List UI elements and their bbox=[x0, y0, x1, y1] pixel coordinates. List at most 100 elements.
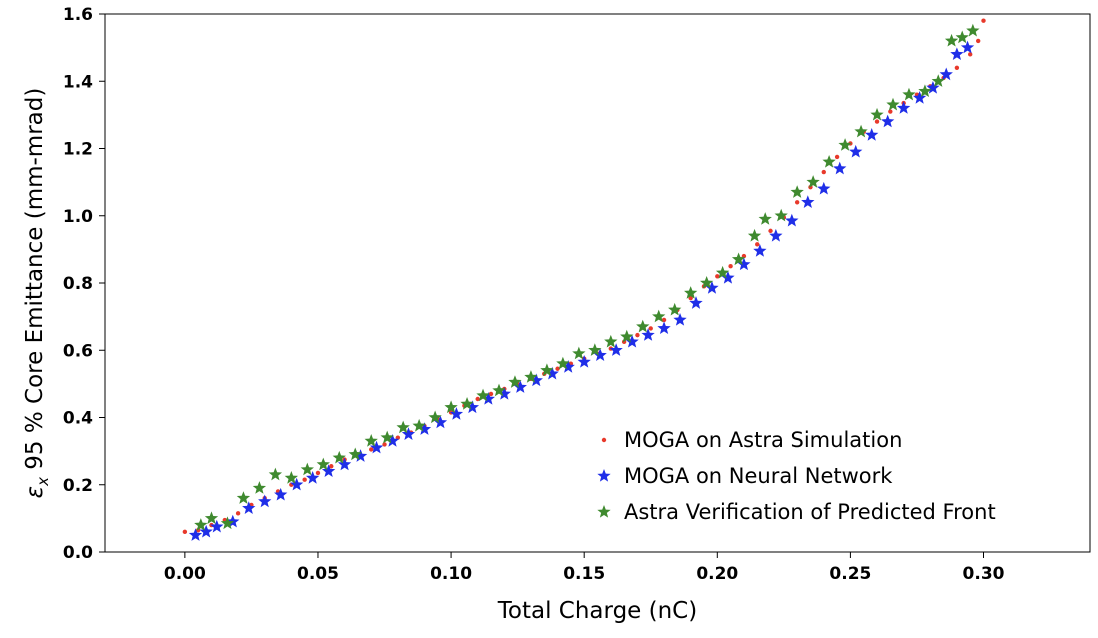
series-3 bbox=[194, 23, 980, 531]
x-tick-label: 0.00 bbox=[164, 564, 206, 584]
y-tick-label: 0.2 bbox=[63, 476, 93, 496]
data-point-star bbox=[865, 128, 879, 141]
data-point bbox=[954, 65, 960, 71]
data-point-star bbox=[657, 321, 671, 335]
x-tick-label: 0.20 bbox=[696, 564, 738, 584]
data-point-star bbox=[242, 501, 256, 514]
data-point bbox=[488, 391, 494, 397]
y-tick-label: 0.8 bbox=[63, 274, 93, 294]
data-point-star bbox=[721, 270, 735, 284]
data-point-star bbox=[337, 457, 352, 471]
data-point bbox=[794, 200, 800, 205]
data-point-star bbox=[806, 175, 820, 188]
data-point-star bbox=[604, 334, 618, 348]
data-point-star bbox=[902, 87, 916, 101]
data-point-star bbox=[636, 319, 650, 333]
data-point-star bbox=[204, 511, 219, 525]
data-point-star bbox=[252, 481, 267, 494]
data-point-star bbox=[641, 328, 655, 341]
legend-marker-star bbox=[597, 505, 611, 518]
data-point bbox=[302, 477, 307, 482]
series-1 bbox=[182, 18, 986, 535]
data-point-star bbox=[300, 462, 314, 476]
data-point-star bbox=[673, 312, 687, 326]
data-point bbox=[728, 263, 733, 269]
data-point-star bbox=[412, 418, 426, 432]
data-point-star bbox=[790, 185, 804, 198]
data-point-star bbox=[689, 296, 703, 309]
data-point-star bbox=[226, 514, 240, 528]
data-point bbox=[755, 242, 760, 247]
data-point-star bbox=[492, 383, 506, 397]
data-point-star bbox=[353, 449, 368, 462]
data-point-star bbox=[758, 212, 772, 225]
data-point-star bbox=[801, 195, 815, 208]
data-point-star bbox=[385, 434, 400, 447]
data-point-star bbox=[540, 363, 554, 377]
data-point bbox=[329, 464, 334, 469]
data-point-star bbox=[652, 309, 666, 323]
data-point-star bbox=[966, 23, 980, 37]
data-point bbox=[821, 169, 826, 175]
data-point-star bbox=[838, 138, 852, 151]
data-point-star bbox=[817, 181, 831, 195]
data-point-star bbox=[731, 252, 746, 266]
data-point bbox=[981, 18, 986, 23]
data-point bbox=[648, 326, 653, 331]
data-point-star bbox=[449, 407, 464, 420]
y-tick-label: 1.2 bbox=[63, 140, 93, 160]
data-point-star bbox=[593, 348, 607, 361]
data-point-star bbox=[737, 257, 751, 271]
x-tick-label: 0.25 bbox=[829, 564, 871, 584]
data-point-star bbox=[258, 494, 272, 508]
legend-label: Astra Verification of Predicted Front bbox=[624, 500, 996, 524]
x-tick-label: 0.05 bbox=[297, 564, 339, 584]
data-point bbox=[768, 228, 773, 234]
points-layer bbox=[182, 18, 986, 541]
data-point bbox=[968, 52, 973, 57]
data-point-star bbox=[896, 101, 911, 114]
data-point-star bbox=[944, 33, 959, 47]
data-point bbox=[715, 274, 720, 279]
data-point-star bbox=[849, 144, 863, 158]
x-tick-label: 0.30 bbox=[963, 564, 1005, 584]
data-point-star bbox=[747, 228, 762, 242]
data-point-star bbox=[428, 410, 442, 424]
data-point bbox=[888, 109, 893, 114]
data-point-star bbox=[774, 208, 788, 222]
data-point-star bbox=[188, 528, 203, 541]
data-point-star bbox=[290, 477, 304, 491]
legend-label: MOGA on Astra Simulation bbox=[624, 428, 902, 452]
data-point-star bbox=[769, 228, 783, 242]
data-point-star bbox=[684, 286, 698, 299]
data-point bbox=[688, 295, 693, 301]
data-point-star bbox=[321, 464, 336, 477]
data-point-star bbox=[881, 114, 895, 128]
data-point-star bbox=[912, 91, 927, 104]
data-point-star bbox=[870, 107, 884, 121]
data-point-star bbox=[417, 422, 432, 435]
data-point bbox=[555, 366, 560, 371]
data-point-star bbox=[481, 392, 496, 405]
data-point-star bbox=[609, 343, 623, 356]
data-point-star bbox=[332, 450, 346, 464]
data-point-star bbox=[433, 415, 448, 429]
data-point-star bbox=[508, 375, 522, 388]
data-point-star bbox=[577, 355, 591, 368]
y-tick-label: 1.0 bbox=[63, 207, 93, 227]
data-point-star bbox=[199, 524, 213, 538]
data-point-star bbox=[699, 276, 714, 289]
x-axis-ticks: 0.00 0.05 0.10 0.15 0.20 0.25 0.30 bbox=[164, 552, 1005, 584]
data-point-star bbox=[705, 281, 719, 294]
data-point-star bbox=[960, 40, 975, 54]
y-axis-label-rest: 95 % Core Emittance (mm-mrad) bbox=[22, 88, 48, 477]
data-point-star bbox=[753, 244, 767, 257]
data-point-star bbox=[401, 427, 416, 440]
data-point bbox=[235, 511, 241, 516]
y-axis-label-subscript: x bbox=[34, 477, 52, 487]
y-tick-label: 0.6 bbox=[63, 341, 93, 361]
plot-frame bbox=[104, 13, 1091, 553]
data-point-star bbox=[785, 213, 799, 227]
data-point-star bbox=[918, 84, 932, 97]
